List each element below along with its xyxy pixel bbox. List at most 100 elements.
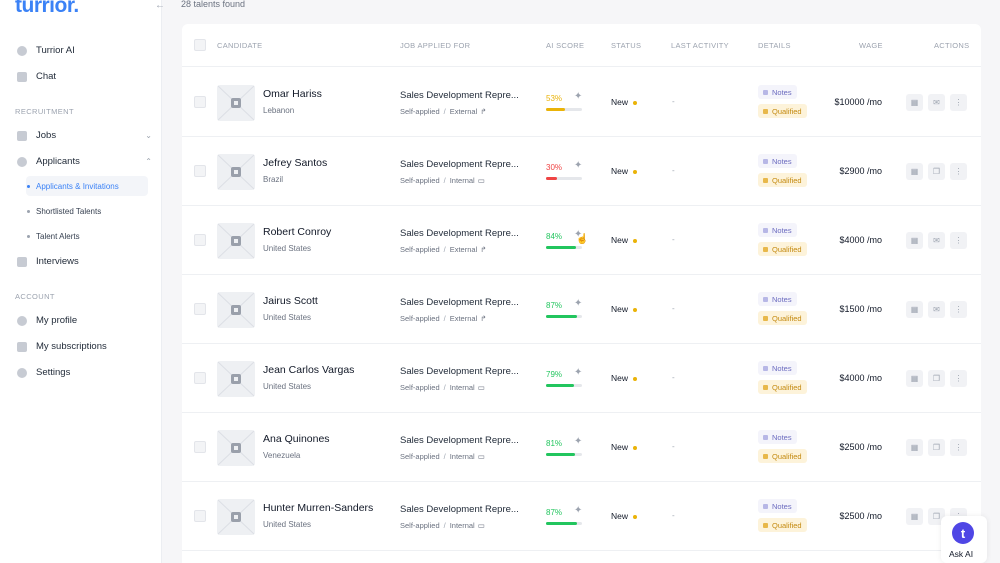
sidebar-item-interviews[interactable]: Interviews bbox=[17, 256, 152, 267]
calendar-icon[interactable]: ▦ bbox=[906, 163, 923, 180]
copy-icon[interactable]: ❐ bbox=[928, 508, 945, 525]
column-header-score[interactable]: AI SCORE bbox=[546, 41, 585, 50]
sidebar-item-jobs[interactable]: Jobs ⌄ bbox=[17, 130, 152, 141]
sidebar-item-chat[interactable]: Chat bbox=[17, 71, 152, 82]
avatar[interactable] bbox=[217, 292, 255, 328]
sidebar-subitem-applicants-invitations[interactable]: Applicants & Invitations bbox=[26, 176, 148, 196]
candidate-name[interactable]: Robert Conroy bbox=[263, 226, 332, 238]
notes-badge[interactable]: Notes bbox=[758, 85, 797, 99]
medal-icon bbox=[763, 177, 768, 183]
sparkle-icon[interactable]: ✦ bbox=[574, 298, 583, 309]
select-all-checkbox[interactable] bbox=[194, 39, 206, 51]
candidate-name[interactable]: Jefrey Santos bbox=[263, 157, 328, 169]
candidate-name[interactable]: Hunter Murren-Sanders bbox=[263, 502, 374, 514]
more-options-icon[interactable]: ⋮ bbox=[950, 94, 967, 111]
table-row[interactable]: Omar Hariss Lebanon Sales Development Repr… bbox=[182, 68, 981, 137]
avatar[interactable] bbox=[217, 430, 255, 466]
calendar-icon[interactable]: ▦ bbox=[906, 232, 923, 249]
candidate-name[interactable]: Jairus Scott bbox=[263, 295, 318, 307]
calendar-icon[interactable]: ▦ bbox=[906, 370, 923, 387]
job-title[interactable]: Sales Development Repre... bbox=[400, 504, 519, 515]
table-row[interactable]: Robert Conroy United States Sales Developm… bbox=[182, 206, 981, 275]
sidebar-item-applicants[interactable]: Applicants ⌃ bbox=[17, 156, 152, 167]
row-checkbox[interactable] bbox=[194, 96, 206, 108]
job-title[interactable]: Sales Development Repre... bbox=[400, 228, 519, 239]
candidate-country: United States bbox=[263, 244, 312, 253]
copy-icon[interactable]: ❐ bbox=[928, 163, 945, 180]
mail-icon[interactable]: ✉ bbox=[928, 94, 945, 111]
column-header-wage[interactable]: WAGE bbox=[859, 41, 883, 50]
calendar-icon[interactable]: ▦ bbox=[906, 94, 923, 111]
sparkle-icon[interactable]: ✦ bbox=[574, 229, 583, 240]
row-checkbox[interactable] bbox=[194, 510, 206, 522]
notes-badge[interactable]: Notes bbox=[758, 499, 797, 513]
sidebar-subitem-shortlisted-talents[interactable]: Shortlisted Talents bbox=[26, 201, 148, 221]
sparkle-icon[interactable]: ✦ bbox=[574, 367, 583, 378]
hand-cursor-icon: ☝ bbox=[576, 234, 589, 245]
ai-score-bar bbox=[546, 384, 582, 387]
more-options-icon[interactable]: ⋮ bbox=[950, 232, 967, 249]
job-title[interactable]: Sales Development Repre... bbox=[400, 90, 519, 101]
more-options-icon[interactable]: ⋮ bbox=[950, 163, 967, 180]
candidate-name[interactable]: Omar Hariss bbox=[263, 88, 322, 100]
column-header-candidate[interactable]: CANDIDATE bbox=[217, 41, 263, 50]
status-label: New bbox=[611, 304, 629, 314]
more-options-icon[interactable]: ⋮ bbox=[950, 301, 967, 318]
separator: / bbox=[443, 314, 446, 323]
sidebar-item-my-profile[interactable]: My profile bbox=[17, 315, 152, 326]
avatar[interactable] bbox=[217, 154, 255, 190]
avatar[interactable] bbox=[217, 499, 255, 535]
row-checkbox[interactable] bbox=[194, 372, 206, 384]
row-checkbox[interactable] bbox=[194, 165, 206, 177]
sidebar-item-my-subscriptions[interactable]: My subscriptions bbox=[17, 341, 152, 352]
job-title[interactable]: Sales Development Repre... bbox=[400, 297, 519, 308]
job-title[interactable]: Sales Development Repre... bbox=[400, 366, 519, 377]
notes-badge[interactable]: Notes bbox=[758, 361, 797, 375]
notes-badge[interactable]: Notes bbox=[758, 154, 797, 168]
sidebar-subitem-talent-alerts[interactable]: Talent Alerts bbox=[26, 226, 148, 246]
ask-ai-button[interactable]: t Ask AI bbox=[941, 516, 987, 563]
table-row[interactable]: Jairus Scott United States Sales Developme… bbox=[182, 275, 981, 344]
qualified-label: Qualified bbox=[772, 106, 802, 116]
column-header-status[interactable]: STATUS bbox=[611, 41, 642, 50]
table-row[interactable]: Jean Carlos Vargas United States Sales Dev… bbox=[182, 344, 981, 413]
column-header-activity[interactable]: LAST ACTIVITY bbox=[671, 41, 729, 50]
row-checkbox[interactable] bbox=[194, 303, 206, 315]
row-checkbox[interactable] bbox=[194, 234, 206, 246]
candidate-name[interactable]: Jean Carlos Vargas bbox=[263, 364, 355, 376]
column-header-job[interactable]: JOB APPLIED FOR bbox=[400, 41, 471, 50]
arrow-left-icon[interactable]: ← bbox=[155, 0, 165, 11]
sparkle-icon[interactable]: ✦ bbox=[574, 505, 583, 516]
table-row[interactable]: Jefrey Santos Brazil Sales Development Rep… bbox=[182, 137, 981, 206]
sparkle-icon[interactable]: ✦ bbox=[574, 160, 583, 171]
mail-icon[interactable]: ✉ bbox=[928, 232, 945, 249]
avatar[interactable] bbox=[217, 223, 255, 259]
job-title[interactable]: Sales Development Repre... bbox=[400, 435, 519, 446]
wage-value: $2500 /mo bbox=[839, 511, 882, 521]
notes-badge[interactable]: Notes bbox=[758, 292, 797, 306]
more-options-icon[interactable]: ⋮ bbox=[950, 439, 967, 456]
job-title[interactable]: Sales Development Repre... bbox=[400, 159, 519, 170]
calendar-icon[interactable]: ▦ bbox=[906, 508, 923, 525]
row-checkbox[interactable] bbox=[194, 441, 206, 453]
calendar-icon[interactable]: ▦ bbox=[906, 439, 923, 456]
sidebar-item-turrior-ai[interactable]: Turrior AI bbox=[17, 45, 152, 56]
sparkle-icon[interactable]: ✦ bbox=[574, 436, 583, 447]
user-icon bbox=[17, 315, 27, 326]
copy-icon[interactable]: ❐ bbox=[928, 439, 945, 456]
sparkle-icon[interactable]: ✦ bbox=[574, 91, 583, 102]
copy-icon[interactable]: ❐ bbox=[928, 370, 945, 387]
avatar[interactable] bbox=[217, 361, 255, 397]
calendar-icon[interactable]: ▦ bbox=[906, 301, 923, 318]
notes-badge[interactable]: Notes bbox=[758, 430, 797, 444]
sidebar-item-settings[interactable]: Settings bbox=[17, 367, 152, 378]
ai-score-fill bbox=[546, 246, 577, 249]
more-options-icon[interactable]: ⋮ bbox=[950, 370, 967, 387]
notes-badge[interactable]: Notes bbox=[758, 223, 797, 237]
mail-icon[interactable]: ✉ bbox=[928, 301, 945, 318]
candidate-name[interactable]: Ana Quinones bbox=[263, 433, 330, 445]
table-row[interactable]: Hunter Murren-Sanders United States Sales … bbox=[182, 482, 981, 551]
avatar[interactable] bbox=[217, 85, 255, 121]
app-logo[interactable]: turrior. bbox=[15, 0, 79, 17]
table-row[interactable]: Ana Quinones Venezuela Sales Development R… bbox=[182, 413, 981, 482]
